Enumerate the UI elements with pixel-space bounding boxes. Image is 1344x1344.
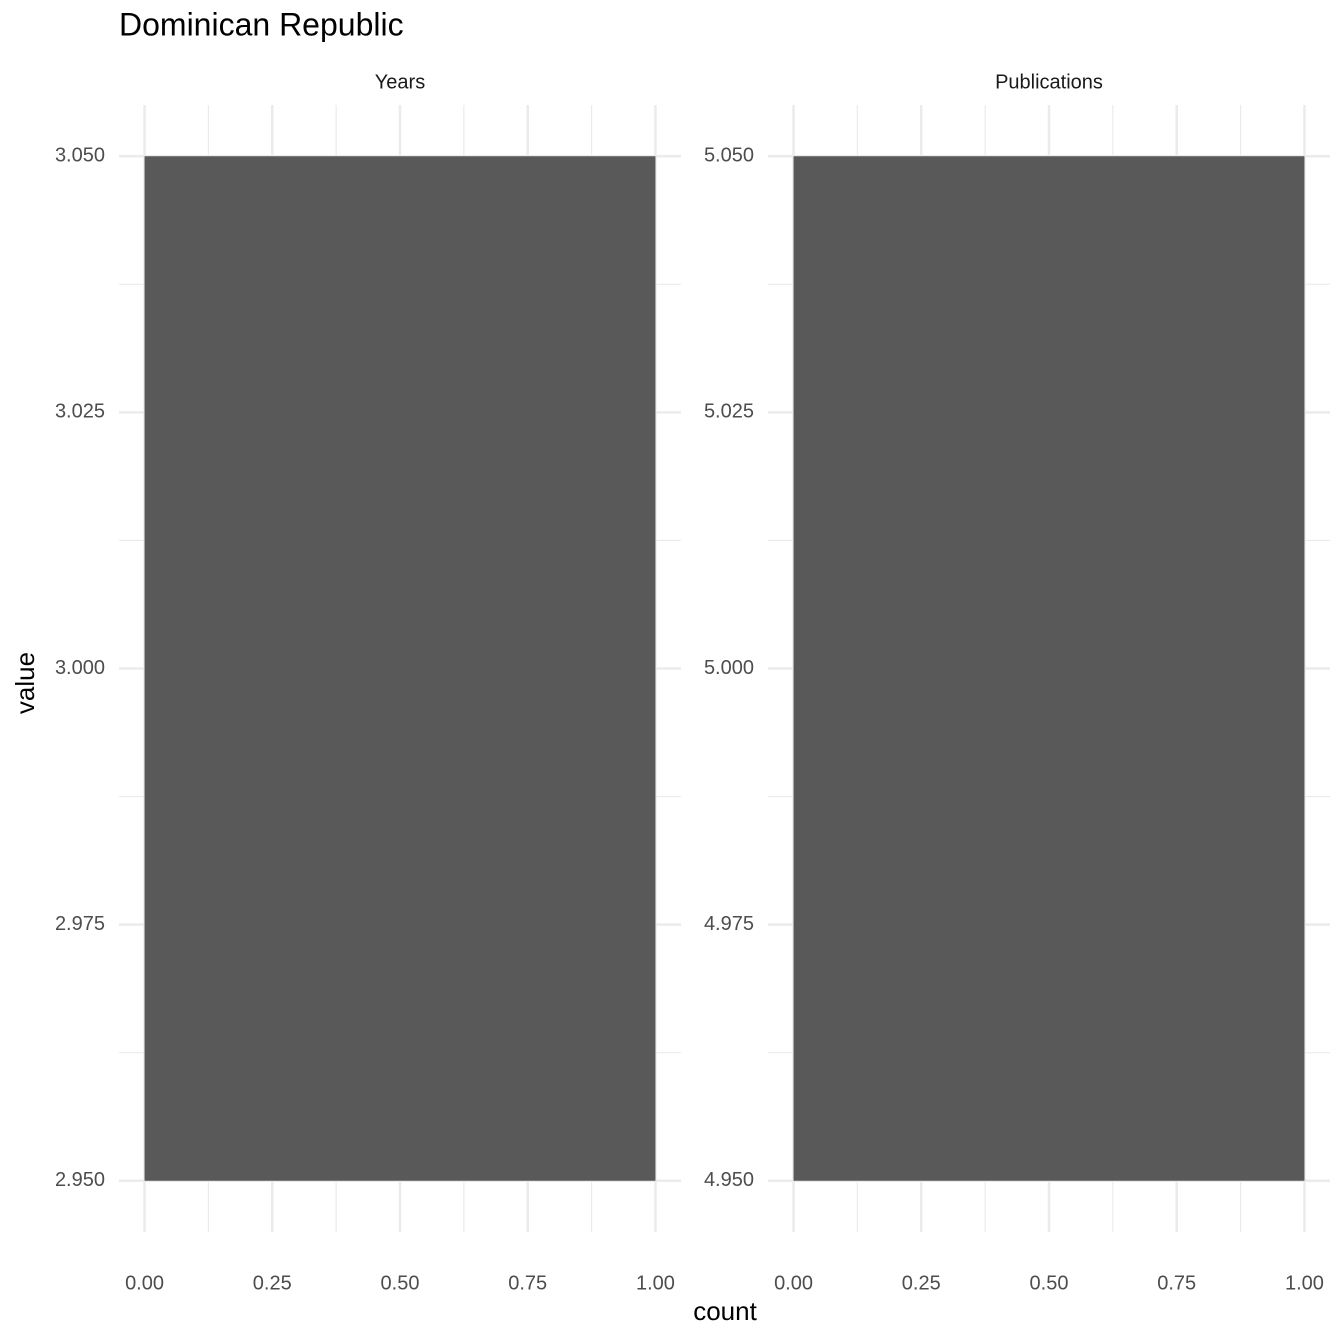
x-tick-label: 0.50 [1030,1272,1069,1294]
y-tick-label: 5.025 [704,401,754,423]
x-tick-label: 1.00 [636,1272,675,1294]
panel-title: Publications [995,71,1103,93]
bar [793,156,1305,1181]
y-tick-label: 3.000 [55,657,105,679]
x-tick-label: 0.75 [508,1272,547,1294]
x-tick-label: 1.00 [1285,1272,1324,1294]
y-tick-label: 2.975 [55,913,105,935]
x-tick-label: 0.50 [381,1272,420,1294]
x-axis-label: count [693,1296,757,1326]
x-tick-label: 0.25 [253,1272,292,1294]
y-tick-label: 5.050 [704,145,754,167]
bar [144,156,656,1181]
y-tick-label: 3.050 [55,145,105,167]
panel-title: Years [375,71,425,93]
x-tick-label: 0.00 [774,1272,813,1294]
y-tick-label: 2.950 [55,1169,105,1191]
y-tick-label: 3.025 [55,401,105,423]
x-tick-label: 0.75 [1157,1272,1196,1294]
y-axis-label: value [10,652,40,714]
x-tick-label: 0.25 [902,1272,941,1294]
x-tick-label: 0.00 [125,1272,164,1294]
chart-title: Dominican Republic [119,6,404,42]
y-tick-label: 5.000 [704,657,754,679]
y-tick-label: 4.950 [704,1169,754,1191]
y-tick-label: 4.975 [704,913,754,935]
